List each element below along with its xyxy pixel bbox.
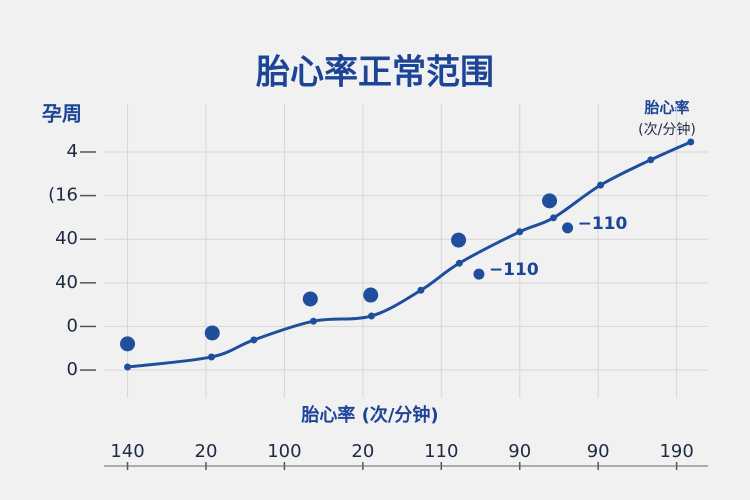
- y-tick-label: 4: [67, 141, 78, 162]
- line-point: [124, 363, 132, 371]
- y-tick-label: 40: [55, 228, 78, 249]
- big-point: [120, 336, 136, 352]
- line-point: [687, 138, 695, 146]
- line-point: [207, 353, 215, 361]
- y-tick-label: 0: [67, 359, 78, 380]
- line-point: [647, 156, 655, 164]
- y2-axis-label: 胎心率: [644, 99, 689, 117]
- y-axis-label: 孕周: [42, 102, 82, 126]
- big-point: [363, 287, 379, 303]
- x-tick-label: 140: [110, 441, 144, 462]
- line-point: [597, 181, 605, 189]
- y-tick-label: 40: [55, 272, 78, 293]
- line-point: [250, 336, 258, 344]
- x-tick-label: 20: [351, 441, 374, 462]
- annotation: −110: [489, 260, 539, 280]
- x-tick-label: 20: [195, 441, 218, 462]
- big-point: [302, 291, 318, 307]
- x-tick-label: 100: [267, 441, 301, 462]
- x-tick-label: 110: [424, 441, 458, 462]
- line-point: [516, 228, 524, 236]
- x-axis-label: 胎心率 (次/分钟): [301, 404, 438, 426]
- big-point: [542, 193, 558, 209]
- annotation: −110: [578, 214, 628, 234]
- line-point: [367, 312, 375, 320]
- big-point: [204, 325, 220, 341]
- small-point: [562, 222, 574, 234]
- line-point: [309, 317, 317, 325]
- small-point: [473, 268, 485, 280]
- line-point: [455, 259, 463, 267]
- y-tick-label: (16: [48, 185, 78, 206]
- line-point: [549, 214, 557, 222]
- x-tick-label: 190: [659, 441, 693, 462]
- line-point: [417, 286, 425, 294]
- y-tick-label: 0: [67, 315, 78, 336]
- chart-title: 胎心率正常范围: [256, 53, 494, 93]
- big-point: [451, 232, 467, 248]
- x-tick-label: 90: [587, 441, 610, 462]
- y2-axis-unit: (次/分钟): [638, 121, 696, 138]
- x-tick-label: 90: [508, 441, 531, 462]
